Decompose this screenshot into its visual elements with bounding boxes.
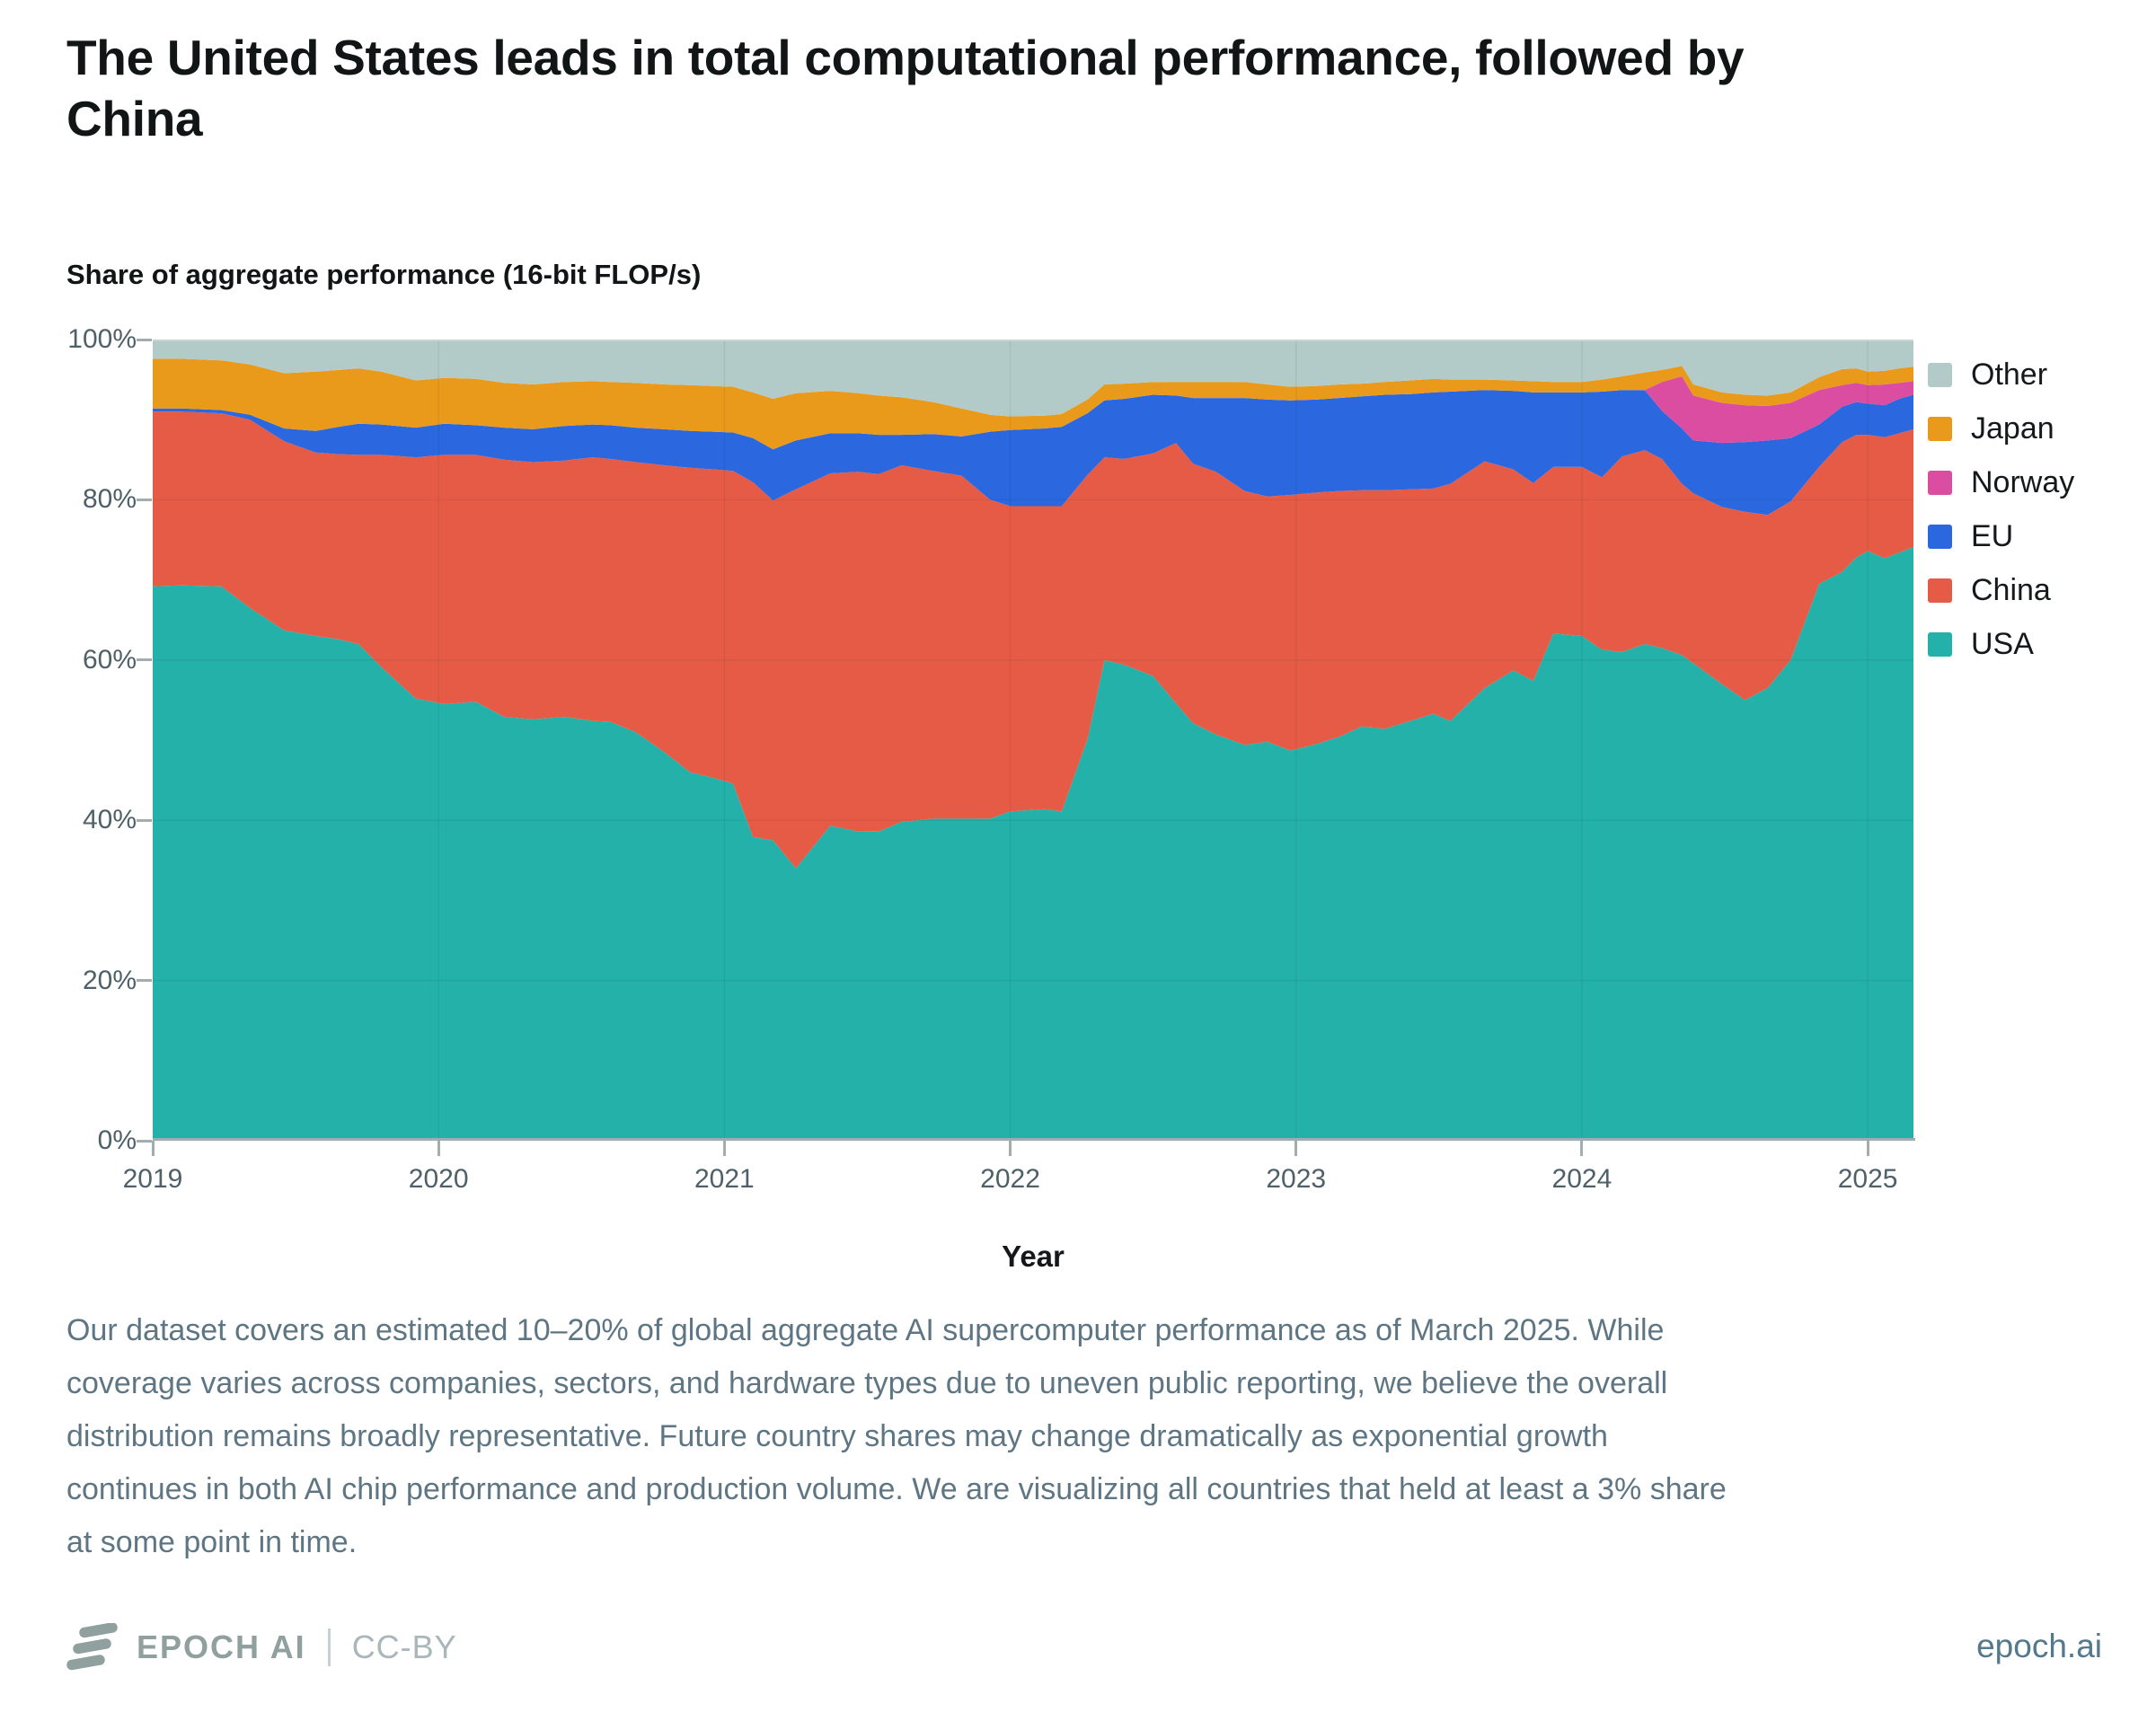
legend-swatch-china (1928, 578, 1952, 603)
legend-label: Norway (1971, 464, 2075, 499)
area-norway (153, 376, 1913, 450)
x-tick-label: 2019 (122, 1164, 183, 1194)
x-axis-line (153, 1138, 1915, 1141)
x-tick-label: 2020 (408, 1164, 469, 1194)
y-tick-mark (137, 338, 152, 341)
legend-item-japan[interactable]: Japan (1928, 402, 2074, 455)
epoch-ai-logo-icon (66, 1623, 119, 1672)
y-tick-label: 100% (67, 324, 137, 354)
divider (327, 1628, 331, 1666)
legend-label: China (1971, 572, 2051, 607)
legend-label: EU (1971, 518, 2014, 553)
y-tick-mark (137, 979, 152, 983)
x-tick-label: 2021 (694, 1164, 755, 1194)
y-tick-mark (137, 1139, 152, 1143)
legend-item-eu[interactable]: EU (1928, 509, 2074, 563)
site-link[interactable]: epoch.ai (1976, 1628, 2102, 1664)
x-tick-mark (722, 1141, 726, 1156)
legend-item-usa[interactable]: USA (1928, 617, 2074, 671)
footer-note: Our dataset covers an estimated 10–20% o… (66, 1313, 1727, 1559)
area-china (153, 411, 1913, 869)
area-eu (153, 390, 1913, 516)
legend-swatch-other (1928, 362, 1952, 387)
x-tick-label: 2024 (1551, 1164, 1613, 1194)
x-tick-label: 2022 (980, 1164, 1040, 1194)
y-tick-mark (137, 498, 152, 501)
legend: Other Japan Norway EU China USA (1928, 348, 2074, 671)
y-tick-label: 20% (82, 965, 137, 995)
license-badge: CC-BY (351, 1628, 457, 1665)
page-title: The United States leads in total computa… (66, 30, 1745, 147)
y-tick-label: 0% (97, 1125, 137, 1155)
y-tick-label: 80% (82, 484, 137, 515)
y-tick-mark (137, 818, 152, 822)
legend-swatch-eu (1928, 524, 1952, 549)
stacked-area-chart (153, 340, 1913, 1141)
x-tick-mark (1009, 1141, 1012, 1156)
legend-item-norway[interactable]: Norway (1928, 455, 2074, 509)
legend-label: USA (1971, 626, 2034, 661)
y-tick-label: 40% (82, 805, 137, 835)
x-tick-label: 2025 (1837, 1164, 1898, 1194)
x-tick-mark (1294, 1141, 1298, 1156)
legend-label: Japan (1971, 410, 2054, 446)
legend-swatch-norway (1928, 470, 1952, 495)
legend-item-china[interactable]: China (1928, 563, 2074, 617)
area-usa (153, 547, 1913, 1141)
area-other (153, 340, 1913, 417)
stacked-area-plot (153, 340, 1913, 1141)
legend-swatch-usa (1928, 631, 1952, 657)
area-japan (153, 358, 1913, 450)
epoch-ai-logo-text: EPOCH AI (137, 1628, 306, 1665)
y-tick-label: 60% (82, 644, 137, 675)
y-tick-mark (137, 658, 152, 662)
x-tick-mark (437, 1141, 440, 1156)
x-axis-label: Year (1002, 1240, 1065, 1273)
x-tick-mark (1580, 1141, 1584, 1156)
brand-bar: EPOCH AI CC-BY (66, 1619, 457, 1676)
legend-item-other[interactable]: Other (1928, 348, 2074, 402)
legend-label: Other (1971, 357, 2048, 392)
x-tick-label: 2023 (1266, 1164, 1327, 1194)
y-axis-title: Share of aggregate performance (16-bit F… (66, 259, 702, 290)
x-tick-mark (1866, 1141, 1869, 1156)
legend-swatch-japan (1928, 416, 1952, 441)
x-tick-mark (151, 1141, 155, 1156)
